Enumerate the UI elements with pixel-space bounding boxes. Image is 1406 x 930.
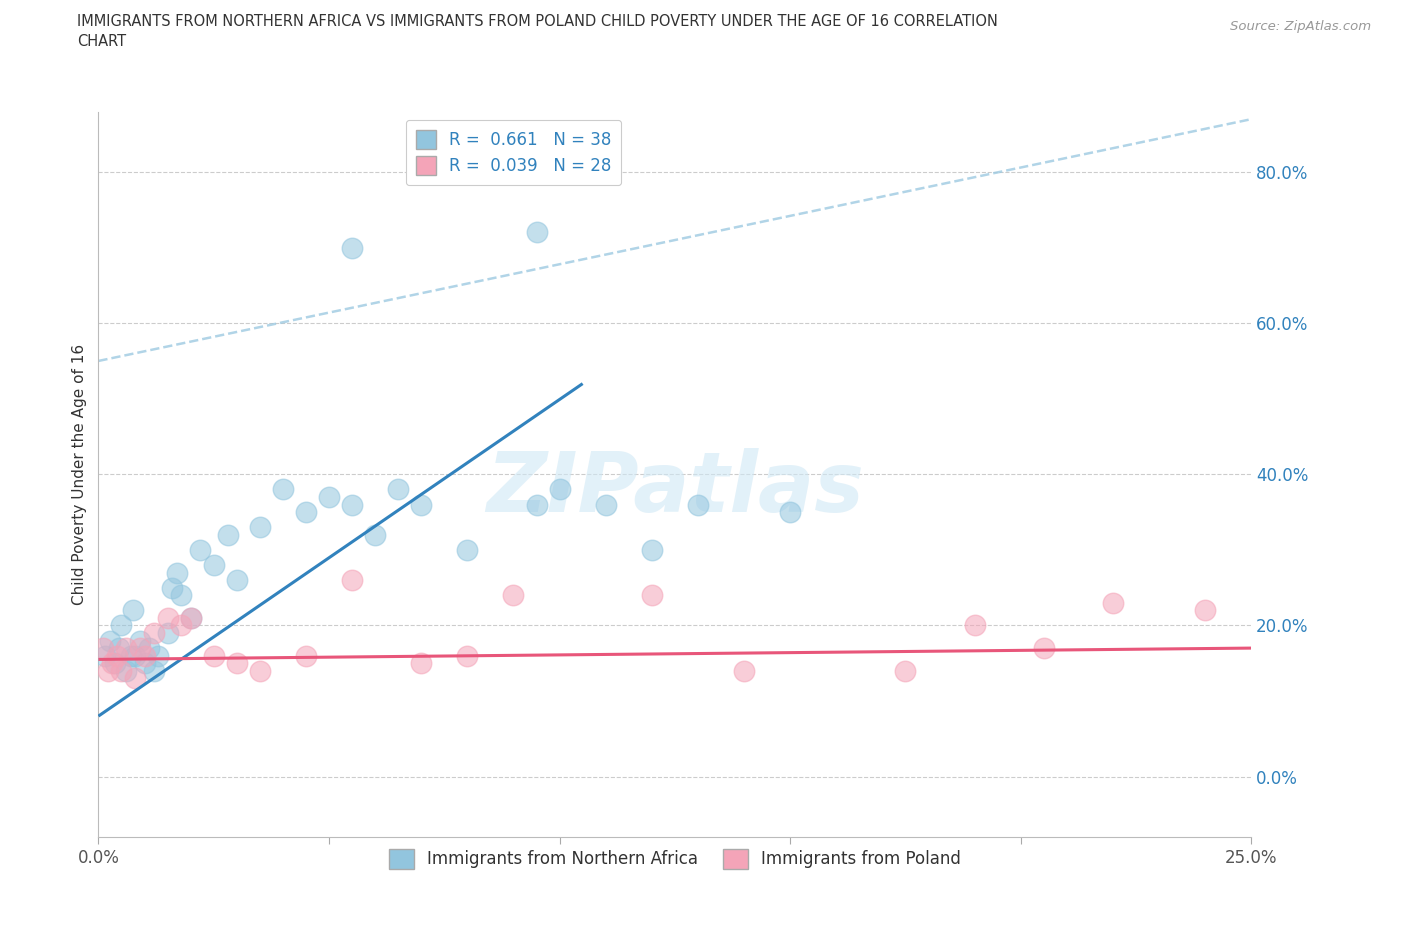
Point [526, 498, 548, 512]
Point [364, 527, 387, 542]
Point [129, 641, 152, 656]
Text: ZIPatlas: ZIPatlas [486, 448, 863, 529]
Point [124, 671, 146, 685]
Point [142, 626, 165, 641]
Point [225, 656, 247, 671]
Point [894, 663, 917, 678]
Point [548, 482, 571, 497]
Point [456, 542, 478, 557]
Point [110, 663, 132, 678]
Point [103, 656, 125, 671]
Point [134, 656, 156, 671]
Point [733, 663, 755, 678]
Point [1102, 595, 1125, 610]
Point [105, 648, 128, 663]
Point [138, 641, 160, 656]
Point [120, 648, 142, 663]
Point [142, 663, 165, 678]
Point [641, 542, 664, 557]
Point [94, 648, 117, 663]
Point [295, 505, 318, 520]
Point [779, 505, 801, 520]
Point [249, 663, 271, 678]
Point [340, 240, 363, 255]
Point [148, 648, 170, 663]
Point [180, 610, 202, 625]
Point [202, 558, 225, 573]
Point [411, 656, 433, 671]
Point [295, 648, 318, 663]
Point [188, 542, 211, 557]
Point [686, 498, 709, 512]
Point [526, 225, 548, 240]
Point [180, 610, 202, 625]
Point [1032, 641, 1054, 656]
Point [217, 527, 239, 542]
Point [98, 633, 121, 648]
Point [156, 626, 179, 641]
Point [170, 588, 193, 603]
Point [110, 618, 132, 633]
Point [340, 498, 363, 512]
Point [129, 633, 152, 648]
Point [97, 663, 120, 678]
Point [115, 663, 138, 678]
Point [170, 618, 193, 633]
Text: IMMIGRANTS FROM NORTHERN AFRICA VS IMMIGRANTS FROM POLAND CHILD POVERTY UNDER TH: IMMIGRANTS FROM NORTHERN AFRICA VS IMMIG… [77, 14, 998, 29]
Point [115, 641, 138, 656]
Point [340, 573, 363, 588]
Point [249, 520, 271, 535]
Point [156, 610, 179, 625]
Point [134, 648, 156, 663]
Point [963, 618, 986, 633]
Point [387, 482, 409, 497]
Point [124, 648, 146, 663]
Point [108, 641, 131, 656]
Y-axis label: Child Poverty Under the Age of 16: Child Poverty Under the Age of 16 [72, 344, 87, 604]
Point [166, 565, 188, 580]
Legend: Immigrants from Northern Africa, Immigrants from Poland: Immigrants from Northern Africa, Immigra… [382, 843, 967, 876]
Point [595, 498, 617, 512]
Point [202, 648, 225, 663]
Point [411, 498, 433, 512]
Point [1194, 603, 1216, 618]
Point [641, 588, 664, 603]
Point [160, 580, 183, 595]
Point [271, 482, 294, 497]
Point [91, 641, 114, 656]
Text: CHART: CHART [77, 34, 127, 49]
Point [122, 603, 145, 618]
Point [318, 489, 340, 504]
Point [502, 588, 524, 603]
Point [225, 573, 247, 588]
Point [101, 656, 124, 671]
Point [456, 648, 478, 663]
Text: Source: ZipAtlas.com: Source: ZipAtlas.com [1230, 20, 1371, 33]
